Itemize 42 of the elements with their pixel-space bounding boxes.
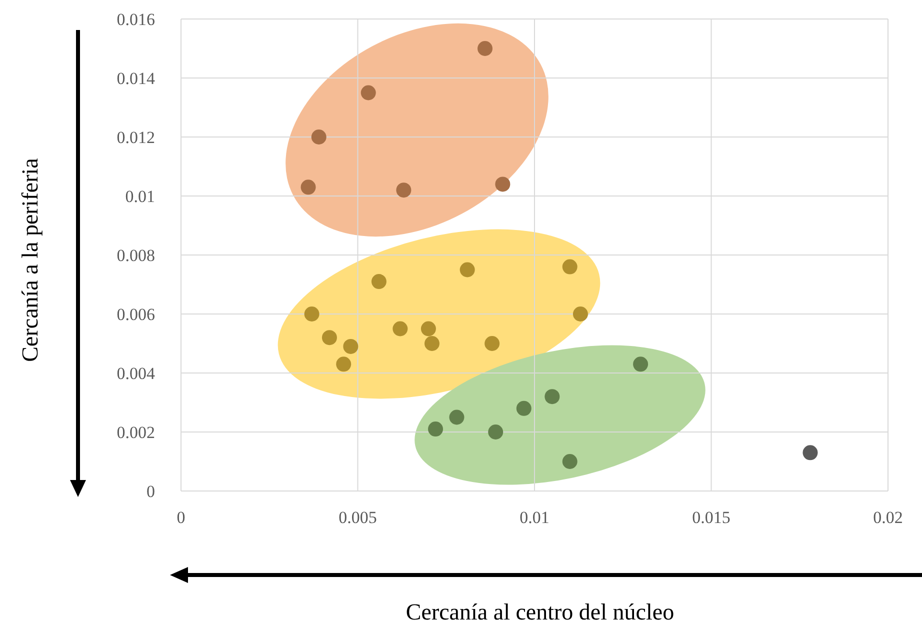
point [562, 259, 578, 274]
point [322, 330, 337, 346]
x-tick-label: 0 [176, 508, 186, 528]
point [336, 356, 352, 372]
point [311, 130, 326, 144]
point [562, 454, 578, 469]
y-tick-label: 0.004 [116, 364, 156, 384]
point [572, 306, 588, 322]
point [516, 400, 532, 416]
y-tick-label: 0.016 [116, 10, 155, 30]
y-axis-title: Cercanía a la periferia [18, 158, 42, 362]
point [544, 389, 560, 404]
point [420, 321, 436, 336]
x-tick-label: 0.01 [520, 508, 550, 528]
point [633, 356, 648, 372]
point [424, 336, 440, 351]
point [392, 321, 408, 336]
x-tick-label: 0.015 [692, 508, 730, 528]
point [360, 85, 376, 100]
x-tick-label: 0.02 [873, 508, 903, 528]
point [478, 41, 493, 56]
y-tick-label: 0.014 [116, 69, 156, 88]
point [428, 422, 444, 437]
y-tick-label: 0.01 [125, 187, 155, 206]
point [343, 338, 358, 354]
point [300, 180, 316, 195]
point [802, 445, 818, 460]
y-tick-label: 0.012 [116, 128, 155, 148]
point [304, 306, 320, 322]
y-tick-label: 0.006 [116, 305, 155, 324]
y-tick-label: 0.008 [116, 246, 155, 266]
x-tick-label: 0.005 [338, 508, 377, 528]
y-tick-label: 0 [146, 482, 155, 502]
point [396, 182, 412, 198]
y-tick-label: 0.002 [116, 423, 155, 442]
x-axis-title: Cercanía al centro del núcleo [406, 600, 674, 624]
point [488, 424, 504, 440]
point [484, 336, 500, 351]
point [449, 410, 464, 425]
point [371, 274, 386, 290]
point [495, 176, 510, 192]
point [460, 262, 475, 278]
